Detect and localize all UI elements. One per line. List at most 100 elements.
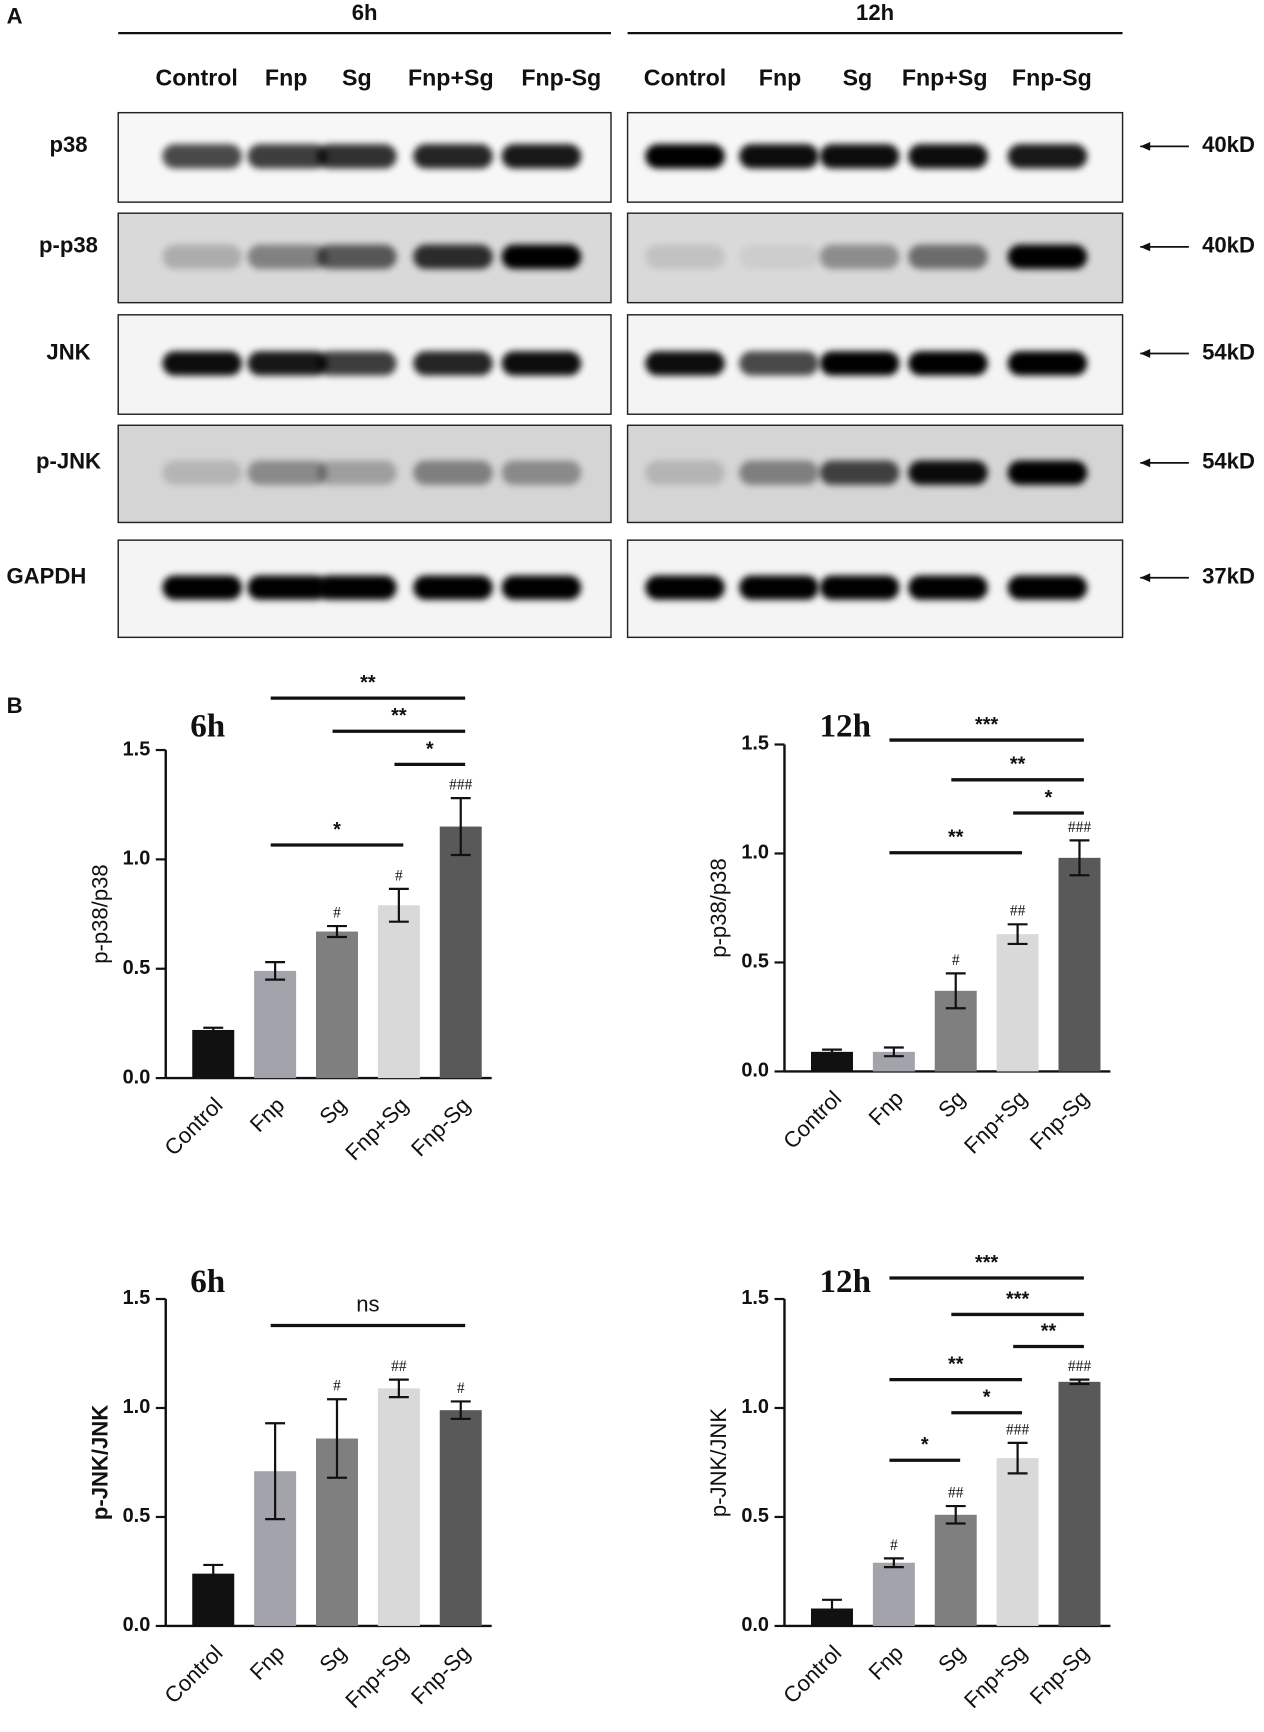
- bar: [1058, 1381, 1101, 1626]
- bar: [316, 931, 358, 1079]
- chart-title: 6h: [190, 708, 225, 745]
- bar: [254, 970, 297, 1079]
- blot-band: [413, 244, 493, 269]
- blot-band: [162, 460, 242, 485]
- blot-band: [739, 351, 819, 376]
- group-title: 12h: [856, 0, 894, 25]
- blot-band: [501, 460, 582, 485]
- lane-label: Fnp: [265, 65, 308, 91]
- blot-band: [317, 351, 397, 376]
- blot-band: [908, 351, 988, 376]
- blot-band: [908, 244, 988, 269]
- protein-label: p-p38: [39, 233, 98, 258]
- x-tick-label: Sg: [933, 1086, 970, 1123]
- arrow-head: [1140, 458, 1151, 468]
- y-tick-label: 1.0: [123, 1396, 151, 1418]
- x-tick-label: Fnp-Sg: [1025, 1086, 1094, 1155]
- arrow-head: [1140, 242, 1151, 252]
- bar: [439, 1410, 482, 1626]
- blot-band: [317, 244, 397, 269]
- blot-band: [908, 460, 988, 485]
- blot-band: [162, 244, 242, 269]
- comparison-label: *: [983, 1387, 991, 1409]
- x-tick-label: Fnp+Sg: [340, 1640, 413, 1713]
- protein-label: JNK: [46, 339, 90, 364]
- lane-label: Fnp+Sg: [408, 65, 494, 91]
- size-label: 54kD: [1202, 449, 1255, 474]
- y-tick-label: 0.5: [741, 1505, 769, 1527]
- bar: [810, 1051, 853, 1072]
- lane-label: Sg: [342, 65, 372, 91]
- comparison-label: ns: [356, 1291, 379, 1316]
- blot-band: [645, 460, 725, 485]
- y-tick-label: 0.0: [123, 1614, 151, 1636]
- comparison-label: *: [921, 1434, 929, 1456]
- blot-band: [739, 144, 819, 169]
- size-label: 40kD: [1202, 233, 1255, 258]
- comparison-label: *: [333, 819, 341, 841]
- comparison-label: **: [1041, 1320, 1057, 1342]
- y-tick-label: 1.0: [741, 842, 769, 864]
- blot-band: [317, 460, 397, 485]
- blot-band: [162, 351, 242, 376]
- significance-hash: ##: [1010, 903, 1026, 920]
- comparison-label: **: [1010, 754, 1026, 776]
- comparison-label: *: [426, 738, 434, 760]
- blot-band: [1007, 460, 1088, 485]
- comparison-label: ***: [1006, 1288, 1029, 1310]
- significance-hash: ###: [1068, 1358, 1091, 1375]
- blot-band: [739, 460, 819, 485]
- lane-label: Fnp-Sg: [1012, 65, 1092, 91]
- blot-band: [247, 144, 328, 169]
- blot-band: [317, 575, 397, 600]
- blot-band: [413, 144, 493, 169]
- blot-band: [413, 351, 493, 376]
- blot-band: [501, 144, 582, 169]
- lane-label: Fnp: [759, 65, 802, 91]
- protein-label: GAPDH: [7, 564, 87, 589]
- chart-title: 12h: [819, 1263, 871, 1300]
- size-label: 40kD: [1202, 132, 1255, 157]
- y-tick-label: 1.5: [741, 1287, 769, 1309]
- comparison-label: **: [391, 705, 407, 727]
- lane-label: Fnp-Sg: [521, 65, 601, 91]
- chart-title: 12h: [819, 708, 871, 745]
- x-tick-label: Fnp+Sg: [959, 1640, 1032, 1713]
- blot-band: [413, 575, 493, 600]
- arrow-head: [1140, 573, 1151, 583]
- x-tick-label: Control: [160, 1640, 228, 1708]
- blot-band: [317, 144, 397, 169]
- y-tick-label: 1.5: [123, 738, 151, 760]
- y-tick-label: 1.5: [741, 733, 769, 755]
- blot-band: [413, 460, 493, 485]
- y-axis-label: p-p38/p38: [87, 864, 112, 963]
- significance-hash: ##: [948, 1484, 964, 1501]
- comparison-label: *: [1045, 787, 1053, 809]
- blot-band: [247, 244, 328, 269]
- comparison-label: ***: [975, 714, 998, 736]
- blot-band: [501, 351, 582, 376]
- blot-band: [739, 575, 819, 600]
- blot-band: [162, 575, 242, 600]
- y-tick-label: 0.0: [123, 1066, 151, 1088]
- blot-band: [645, 244, 725, 269]
- blot-band: [645, 351, 725, 376]
- protein-label: p38: [49, 132, 87, 157]
- blot-band: [819, 460, 900, 485]
- blot-band: [645, 144, 725, 169]
- blot-band: [1007, 575, 1088, 600]
- x-tick-label: Fnp: [245, 1092, 290, 1137]
- significance-hash: #: [333, 1378, 341, 1395]
- lane-label: Sg: [843, 65, 873, 91]
- blot-band: [819, 144, 900, 169]
- blot-band: [247, 351, 328, 376]
- blot-band: [819, 351, 900, 376]
- bar: [439, 826, 482, 1079]
- significance-hash: ##: [391, 1358, 407, 1375]
- blot-band: [1007, 351, 1088, 376]
- significance-hash: #: [952, 952, 960, 969]
- x-tick-label: Fnp+Sg: [959, 1086, 1032, 1159]
- y-tick-label: 0.0: [741, 1060, 769, 1082]
- blot-band: [501, 575, 582, 600]
